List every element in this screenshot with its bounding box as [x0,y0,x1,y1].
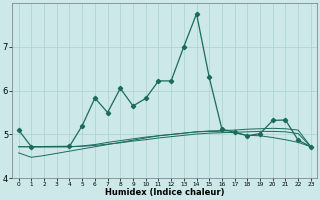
X-axis label: Humidex (Indice chaleur): Humidex (Indice chaleur) [105,188,225,197]
